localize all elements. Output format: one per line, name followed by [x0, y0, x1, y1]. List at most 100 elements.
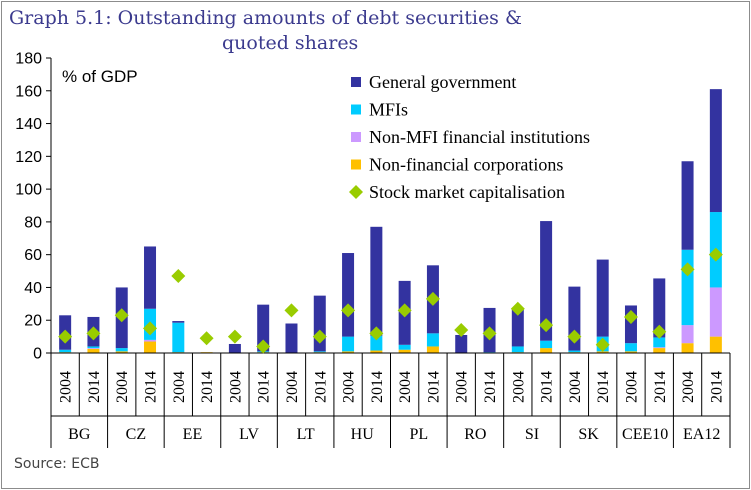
- legend-label-non-mfi-financial-institutions: Non-MFI financial institutions: [369, 127, 590, 147]
- stock-market-marker: [199, 331, 214, 346]
- bar-segment-mfis: [681, 249, 694, 326]
- group-label: BG: [68, 426, 91, 443]
- stock-market-marker: [623, 309, 638, 324]
- legend-swatch-non-mfi-financial-institutions: [351, 132, 361, 142]
- bar-segment-mfis: [172, 322, 185, 353]
- bar-segment-non-financial-corporations: [681, 343, 694, 353]
- stock-market-marker: [284, 303, 299, 318]
- legend-label-stock-market-capitalisation: Stock market capitalisation: [369, 182, 565, 202]
- y-tick-label: 140: [15, 116, 42, 133]
- legend-swatch-stock-market-capitalisation: [349, 185, 363, 199]
- x-tick-label: 2014: [256, 371, 273, 403]
- x-tick-label: 2004: [454, 371, 471, 403]
- y-tick-label: 160: [15, 83, 42, 100]
- stock-market-marker: [397, 303, 412, 318]
- bar-segment-general-government: [144, 246, 157, 309]
- chart-title-line2: quoted shares: [222, 32, 359, 54]
- bar-segment-general-government: [370, 226, 383, 336]
- stock-market-marker: [143, 321, 158, 336]
- bar-segment-non-mfi-financial-institutions: [709, 287, 722, 337]
- stock-market-marker: [680, 262, 695, 277]
- x-tick-label: 2014: [369, 371, 386, 403]
- bar-segment-non-financial-corporations: [540, 348, 553, 353]
- bar-segment-general-government: [172, 321, 185, 323]
- bar-segment-general-government: [285, 323, 298, 353]
- y-unit-label: % of GDP: [62, 67, 138, 86]
- bar-segment-non-financial-corporations: [115, 351, 128, 353]
- x-tick-label: 2014: [199, 371, 216, 403]
- y-tick-label: 100: [15, 182, 42, 199]
- bar-segment-non-mfi-financial-institutions: [653, 347, 666, 349]
- bar-segment-general-government: [342, 253, 355, 337]
- legend-label-general-government: General government: [369, 72, 516, 92]
- x-tick-label: 2004: [623, 371, 640, 403]
- stock-market-marker: [425, 291, 440, 306]
- stock-market-marker: [312, 329, 327, 344]
- bar-segment-non-financial-corporations: [596, 351, 609, 353]
- y-tick-label: 60: [24, 247, 42, 264]
- bar-segment-non-mfi-financial-institutions: [87, 348, 100, 349]
- bar-segment-general-government: [596, 259, 609, 337]
- group-label: RO: [464, 426, 486, 443]
- bar-segment-general-government: [257, 304, 270, 352]
- x-tick-label: 2004: [171, 371, 188, 403]
- bar-segment-mfis: [370, 335, 383, 351]
- bar-segment-non-financial-corporations: [709, 336, 722, 353]
- stock-market-marker: [341, 303, 356, 318]
- group-label: LV: [239, 426, 259, 443]
- x-tick-label: 2004: [114, 371, 131, 403]
- bar-segment-mfis: [398, 344, 411, 350]
- bar-segment-non-financial-corporations: [624, 351, 637, 353]
- x-tick-label: 2004: [227, 371, 244, 403]
- legend-swatch-general-government: [351, 77, 361, 87]
- x-tick-label: 2014: [708, 371, 725, 403]
- group-label: PL: [409, 426, 428, 443]
- x-tick-label: 2014: [312, 371, 329, 403]
- bar-segment-mfis: [511, 346, 524, 353]
- x-tick-label: 2014: [425, 371, 442, 403]
- legend-swatch-mfis: [351, 104, 361, 115]
- x-tick-label: 2004: [397, 371, 414, 403]
- bar-segment-general-government: [653, 278, 666, 338]
- x-tick-label: 2004: [58, 371, 75, 403]
- bar-segment-general-government: [455, 334, 468, 353]
- legend-label-non-financial-corporations: Non-financial corporations: [369, 155, 563, 175]
- group-label: EE: [183, 426, 203, 443]
- y-tick-label: 80: [24, 214, 42, 231]
- x-tick-label: 2014: [86, 371, 103, 403]
- y-tick-label: 0: [33, 346, 42, 363]
- bar-segment-non-financial-corporations: [398, 349, 411, 353]
- group-label: SI: [525, 426, 539, 443]
- x-tick-label: 2004: [284, 371, 301, 403]
- stock-market-marker: [708, 247, 723, 262]
- x-tick-label: 2014: [652, 371, 669, 403]
- x-tick-label: 2004: [341, 371, 358, 403]
- bar-segment-mfis: [59, 349, 72, 353]
- stock-market-marker: [567, 329, 582, 344]
- bar-segment-mfis: [624, 343, 637, 352]
- bar-segment-general-government: [709, 89, 722, 213]
- stock-market-marker: [171, 268, 186, 283]
- group-label: CEE10: [622, 426, 668, 443]
- y-tick-label: 120: [15, 149, 42, 166]
- stock-market-marker: [595, 337, 610, 352]
- stock-market-marker: [114, 308, 129, 323]
- bar-segment-non-financial-corporations: [426, 346, 439, 353]
- group-label: LT: [297, 426, 315, 443]
- legend-swatch-non-financial-corporations: [351, 159, 361, 170]
- bar-segment-mfis: [115, 348, 128, 352]
- bar-segment-non-financial-corporations: [87, 348, 100, 353]
- stock-market-marker: [510, 301, 525, 316]
- legend-label-mfis: MFIs: [369, 100, 408, 120]
- x-tick-label: 2004: [680, 371, 697, 403]
- stock-market-marker: [454, 323, 469, 338]
- stock-market-marker: [652, 324, 667, 339]
- x-tick-label: 2014: [595, 371, 612, 403]
- bar-segment-non-mfi-financial-institutions: [144, 339, 157, 342]
- bar-segment-general-government: [681, 161, 694, 250]
- bar-segment-mfis: [540, 340, 553, 349]
- stock-market-marker: [539, 318, 554, 333]
- bar-segment-general-government: [511, 308, 524, 347]
- x-tick-label: 2004: [567, 371, 584, 403]
